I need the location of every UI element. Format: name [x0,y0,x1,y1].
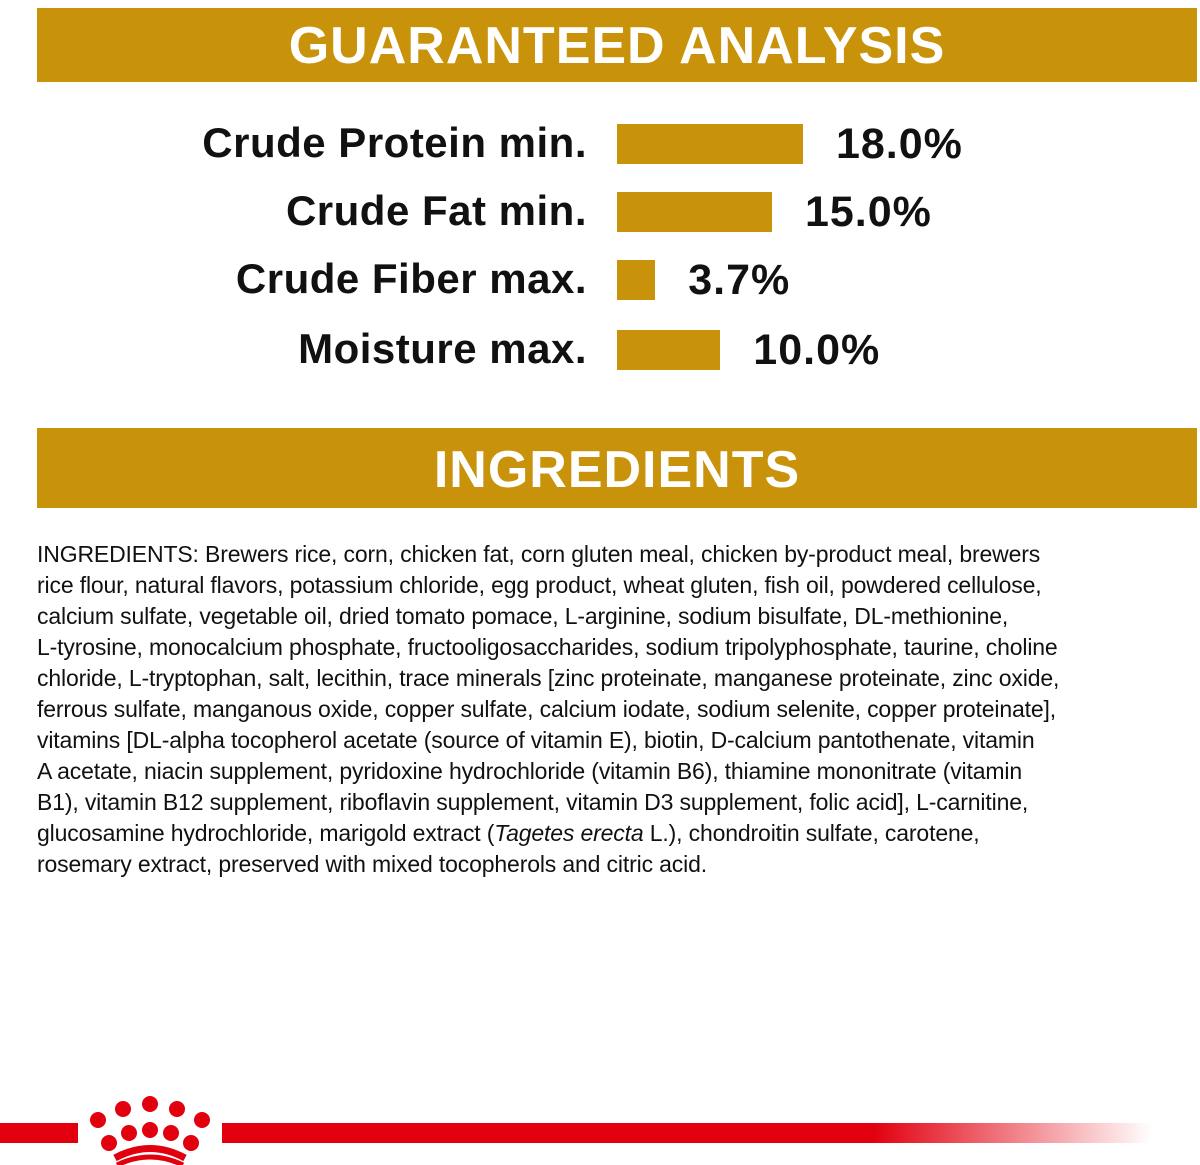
ingredients-line: INGREDIENTS: Brewers rice, corn, chicken… [37,541,1041,567]
nutrient-value: 10.0% [753,326,881,374]
analysis-row: Moisture max. 10.0% [0,325,1200,374]
footer-brand-strip [0,1095,1200,1165]
crown-logo-icon [90,1096,210,1165]
nutrient-bar [617,260,656,300]
brand-line-right [222,1123,1152,1143]
scientific-name: Tagetes erecta [494,820,644,846]
nutrient-bar [617,192,772,232]
brand-line-left [0,1123,78,1143]
ingredients-line: glucosamine hydrochloride, marigold extr… [37,820,980,846]
ingredients-line: rice flour, natural flavors, potassium c… [37,572,1042,598]
nutrient-value: 3.7% [688,256,791,304]
nutrient-bar [617,124,803,164]
ingredients-line: L-tyrosine, monocalcium phosphate, fruct… [37,634,1058,660]
nutrient-label: Moisture max. [298,325,587,372]
nutrient-label: Crude Fiber max. [235,255,587,302]
nutrient-value: 15.0% [804,188,932,236]
ingredients-line: chloride, L-tryptophan, salt, lecithin, … [37,665,1060,691]
ingredients-line: B1), vitamin B12 supplement, riboflavin … [37,789,1029,815]
ingredients-line: rosemary extract, preserved with mixed t… [37,851,708,877]
nutrient-bar [617,330,721,370]
analysis-row: Crude Fiber max. 3.7% [0,255,1200,304]
guaranteed-analysis-header: GUARANTEED ANALYSIS [37,8,1197,82]
ingredients-line: vitamins [DL-alpha tocopherol acetate (s… [37,727,1035,753]
ingredients-line: ferrous sulfate, manganous oxide, copper… [37,696,1057,722]
ingredients-line: calcium sulfate, vegetable oil, dried to… [37,603,1009,629]
analysis-row: Crude Protein min. 18.0% [0,119,1200,168]
ingredients-line: A acetate, niacin supplement, pyridoxine… [37,758,1023,784]
analysis-row: Crude Fat min. 15.0% [0,187,1200,236]
nutrient-label: Crude Fat min. [285,187,587,234]
ingredients-header: INGREDIENTS [37,428,1197,508]
nutrient-value: 18.0% [835,120,963,168]
ingredients-text: INGREDIENTS: Brewers rice, corn, chicken… [37,539,1059,880]
nutrient-label: Crude Protein min. [202,119,587,166]
